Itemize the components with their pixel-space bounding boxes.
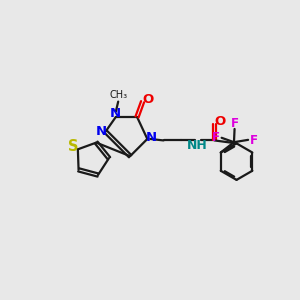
Text: N: N <box>110 107 121 120</box>
Text: F: F <box>212 131 220 144</box>
Text: CH₃: CH₃ <box>110 90 128 100</box>
Text: NH: NH <box>187 139 208 152</box>
Text: S: S <box>68 139 78 154</box>
Text: O: O <box>214 115 225 128</box>
Text: N: N <box>145 131 156 144</box>
Text: O: O <box>142 93 153 106</box>
Text: N: N <box>95 124 106 137</box>
Text: F: F <box>249 134 257 147</box>
Text: F: F <box>231 117 239 130</box>
